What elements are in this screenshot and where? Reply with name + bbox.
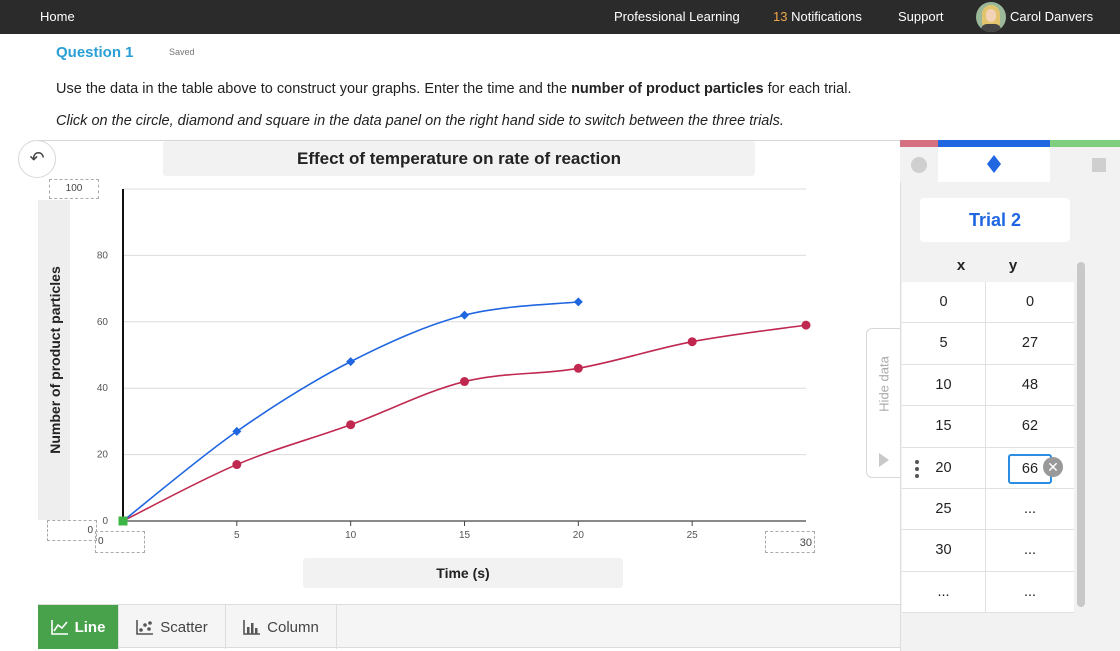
y-min-input[interactable]: 0 — [47, 520, 97, 541]
trial-1-color-strip — [900, 140, 938, 147]
x-max-input[interactable]: 30 — [765, 531, 815, 553]
table-row: 15 62 — [902, 406, 1074, 448]
diamond-icon — [987, 155, 1001, 173]
scatter-chart-button[interactable]: Scatter — [119, 605, 226, 649]
y-cell[interactable]: ... — [1023, 500, 1037, 517]
square-icon — [1092, 158, 1106, 172]
notifications-count-badge: 13 — [773, 9, 788, 24]
series-circle-point — [232, 460, 242, 470]
data-panel-scrollbar[interactable] — [1077, 262, 1085, 607]
series-circle-point — [801, 320, 811, 330]
user-avatar[interactable] — [976, 2, 1006, 32]
line-chart[interactable]: 20 40 60 80 0 5 10 15 20 25 — [0, 0, 900, 651]
nav-notifications-link[interactable]: 13 Notifications — [773, 9, 862, 24]
nav-professional-learning-link[interactable]: Professional Learning — [614, 9, 740, 24]
y-axis-label-input[interactable]: Number of product particles — [47, 266, 63, 454]
x-tick-label: 5 — [234, 530, 240, 541]
series-diamond-line — [122, 301, 579, 522]
y-axis-label-panel — [38, 200, 70, 520]
nav-support-link[interactable]: Support — [898, 9, 944, 24]
y-tick-label-origin: 0 — [102, 516, 108, 527]
column-chart-button[interactable]: Column — [226, 605, 337, 649]
y-cell[interactable]: 27 — [1021, 335, 1039, 352]
series-diamond-point — [232, 426, 242, 436]
trial-1-tab[interactable] — [900, 140, 938, 182]
x-cell[interactable]: 30 — [902, 530, 986, 571]
line-chart-button[interactable]: Line — [38, 605, 119, 649]
nav-home-link[interactable]: Home — [40, 9, 75, 24]
hide-data-label: Hide data — [876, 356, 892, 412]
series-diamond-point — [346, 357, 356, 367]
circle-icon — [911, 157, 927, 173]
x-tick-label: 10 — [345, 530, 357, 541]
x-min-input[interactable]: 0 — [95, 531, 145, 553]
row-drag-handle-icon[interactable] — [914, 459, 920, 478]
y-tick-label: 80 — [97, 250, 109, 261]
x-tick-label: 20 — [573, 530, 585, 541]
table-row: 30... — [902, 530, 1074, 572]
trial-2-tab[interactable] — [938, 140, 1050, 182]
x-cell[interactable]: 5 — [902, 323, 986, 364]
table-row: ...... — [902, 571, 1074, 614]
x-column-header: x — [956, 257, 966, 274]
table-row: 10 48 — [902, 364, 1074, 407]
chart-title-input[interactable]: Effect of temperature on rate of reactio… — [163, 141, 755, 176]
remove-row-button[interactable]: ✕ — [1043, 457, 1063, 477]
user-name-menu[interactable]: Carol Danvers — [1010, 9, 1094, 24]
graph-frame-divider — [38, 140, 900, 141]
saved-status: Saved — [169, 47, 195, 57]
series-diamond-point — [460, 310, 469, 320]
y-column-header: y — [1008, 257, 1018, 274]
series-square-point — [118, 516, 128, 526]
series-circle-point — [573, 363, 583, 373]
x-axis-label-input[interactable]: Time (s) — [303, 558, 623, 588]
trial-label: Trial 2 — [920, 198, 1070, 242]
question-instruction: Use the data in the table above to const… — [56, 81, 852, 97]
trial-tabs — [900, 140, 1120, 182]
line-chart-icon — [50, 620, 68, 635]
column-chart-icon — [243, 620, 261, 635]
y-cell[interactable]: 62 — [1021, 418, 1039, 435]
series-circle-point — [687, 337, 697, 347]
table-row: 5 27 — [902, 323, 1074, 365]
question-instruction-italic: Click on the circle, diamond and square … — [56, 113, 784, 129]
question-title: Question 1 — [56, 44, 134, 61]
table-row: 25... — [902, 488, 1074, 531]
x-cell[interactable]: 0 — [902, 282, 986, 323]
x-tick-label: 15 — [459, 530, 471, 541]
series-circle-point — [460, 377, 469, 387]
undo-icon: ↶ — [29, 148, 45, 168]
chart-type-toolbar: Line Scatter Column — [38, 604, 900, 649]
x-tick-label: 25 — [687, 530, 699, 541]
x-cell[interactable]: 25 — [902, 488, 986, 530]
series-diamond-point — [573, 297, 583, 307]
y-tick-label: 20 — [97, 450, 109, 461]
trial-3-tab[interactable] — [1050, 140, 1120, 182]
y-tick-label: 60 — [97, 317, 109, 328]
play-arrow-icon — [879, 453, 889, 467]
y-cell[interactable]: 0 — [1025, 294, 1035, 310]
y-cell[interactable]: ... — [1023, 583, 1037, 600]
x-cell[interactable]: 10 — [902, 364, 986, 406]
scatter-chart-icon — [136, 620, 154, 635]
series-circle-point — [346, 420, 356, 430]
series-circle-line — [122, 324, 807, 522]
close-icon: ✕ — [1047, 459, 1059, 475]
trial-2-color-strip — [938, 140, 1050, 147]
y-max-input[interactable]: 100 — [49, 179, 99, 199]
undo-button[interactable]: ↶ — [18, 140, 56, 178]
y-cell[interactable]: ... — [1023, 542, 1037, 559]
x-cell[interactable]: 20 — [902, 447, 986, 488]
top-navigation-bar: Home Professional Learning 13 Notificati… — [0, 0, 1120, 34]
y-tick-label: 40 — [97, 383, 109, 394]
x-cell[interactable]: ... — [902, 571, 986, 613]
y-cell[interactable]: 48 — [1021, 376, 1039, 393]
trial-3-color-strip — [1050, 140, 1120, 147]
notifications-label: Notifications — [791, 9, 862, 24]
hide-data-toggle[interactable]: Hide data — [866, 328, 902, 478]
x-cell[interactable]: 15 — [902, 406, 986, 447]
